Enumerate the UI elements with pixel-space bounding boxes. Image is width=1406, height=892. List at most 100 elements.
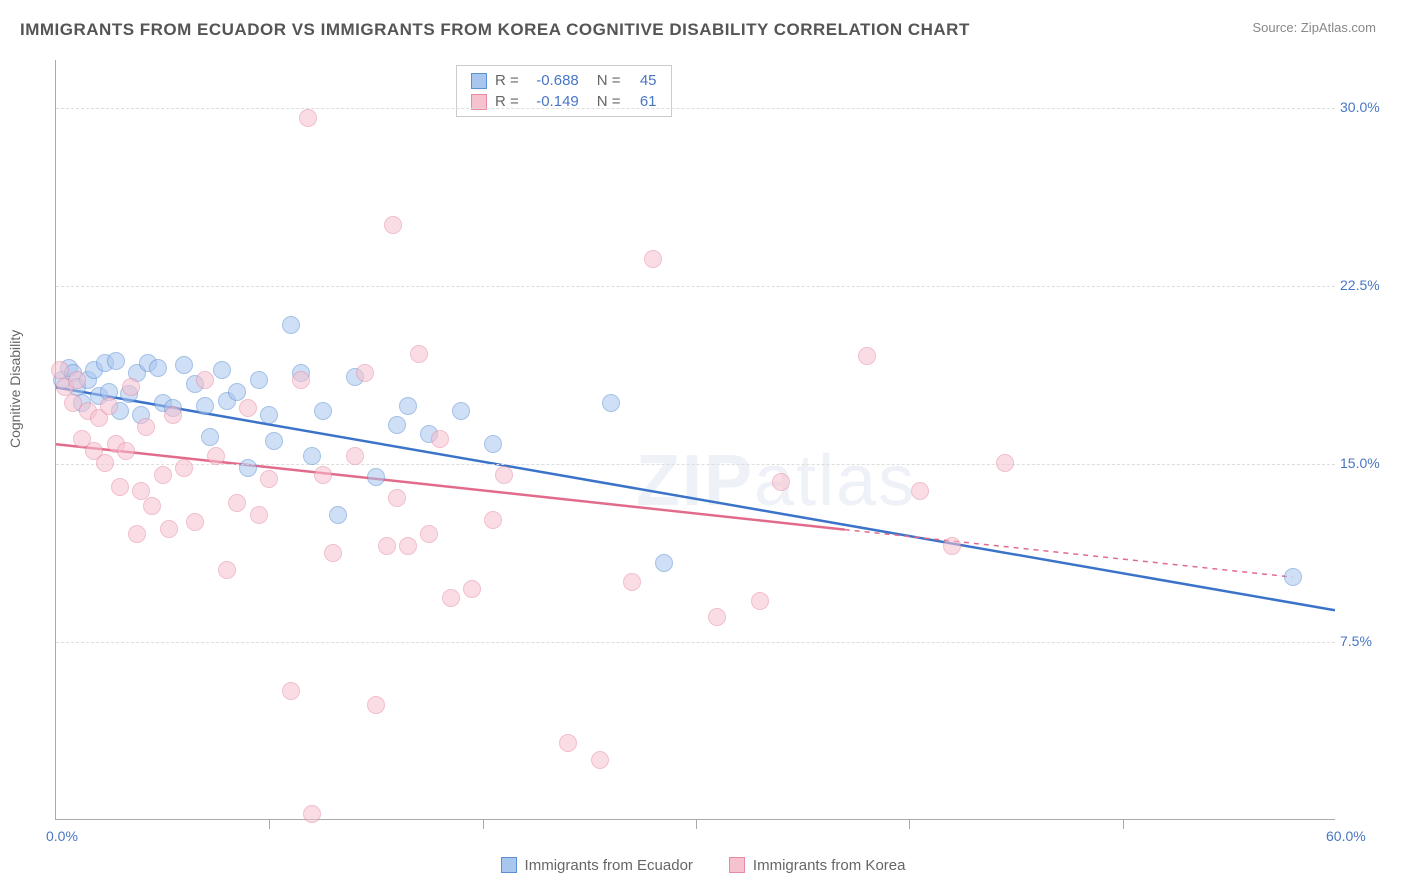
scatter-point — [911, 482, 929, 500]
y-tick-label: 15.0% — [1340, 455, 1395, 471]
legend-n-label: N = — [597, 72, 621, 89]
scatter-point — [239, 399, 257, 417]
source-attribution: Source: ZipAtlas.com — [1252, 20, 1376, 35]
legend-bottom: Immigrants from Ecuador Immigrants from K… — [0, 857, 1406, 878]
scatter-point — [196, 371, 214, 389]
scatter-point — [260, 470, 278, 488]
scatter-point — [164, 406, 182, 424]
y-tick-label: 22.5% — [1340, 277, 1395, 293]
scatter-point — [655, 554, 673, 572]
scatter-point — [772, 473, 790, 491]
legend-series-name: Immigrants from Ecuador — [525, 857, 693, 874]
legend-stat-row: R =-0.149N =61 — [471, 91, 657, 112]
scatter-point — [111, 478, 129, 496]
scatter-point — [329, 506, 347, 524]
scatter-point — [314, 402, 332, 420]
scatter-point — [463, 580, 481, 598]
y-axis-label: Cognitive Disability — [7, 330, 23, 448]
scatter-point — [250, 506, 268, 524]
scatter-point — [591, 751, 609, 769]
source-prefix: Source: — [1252, 20, 1300, 35]
scatter-point — [107, 352, 125, 370]
scatter-point — [282, 316, 300, 334]
scatter-point — [250, 371, 268, 389]
gridline — [56, 108, 1335, 109]
scatter-point — [751, 592, 769, 610]
scatter-point — [207, 447, 225, 465]
scatter-point — [367, 468, 385, 486]
scatter-point — [484, 511, 502, 529]
scatter-point — [314, 466, 332, 484]
legend-swatch — [471, 73, 487, 89]
scatter-point — [996, 454, 1014, 472]
scatter-point — [117, 442, 135, 460]
scatter-point — [51, 361, 69, 379]
scatter-point — [1284, 568, 1302, 586]
scatter-point — [602, 394, 620, 412]
scatter-point — [303, 447, 321, 465]
gridline — [56, 642, 1335, 643]
scatter-point — [137, 418, 155, 436]
legend-n-value: 45 — [629, 72, 657, 89]
chart-plot-area: ZIPatlas R =-0.688N =45R =-0.149N =61 7.… — [55, 60, 1335, 820]
legend-swatch — [501, 857, 517, 873]
scatter-point — [356, 364, 374, 382]
x-tick — [696, 819, 697, 829]
x-tick — [1123, 819, 1124, 829]
scatter-point — [228, 494, 246, 512]
source-name: ZipAtlas.com — [1301, 20, 1376, 35]
scatter-point — [367, 696, 385, 714]
scatter-point — [186, 513, 204, 531]
scatter-point — [175, 356, 193, 374]
scatter-point — [260, 406, 278, 424]
scatter-point — [324, 544, 342, 562]
scatter-point — [122, 378, 140, 396]
scatter-point — [265, 432, 283, 450]
scatter-point — [201, 428, 219, 446]
scatter-point — [644, 250, 662, 268]
scatter-point — [442, 589, 460, 607]
scatter-point — [388, 416, 406, 434]
x-tick-label: 0.0% — [46, 828, 78, 844]
trend-line-dashed — [845, 530, 1293, 577]
scatter-point — [239, 459, 257, 477]
scatter-point — [708, 608, 726, 626]
scatter-point — [149, 359, 167, 377]
legend-stats-box: R =-0.688N =45R =-0.149N =61 — [456, 65, 672, 117]
watermark-bold: ZIP — [636, 441, 754, 521]
scatter-point — [378, 537, 396, 555]
scatter-point — [943, 537, 961, 555]
legend-swatch — [729, 857, 745, 873]
scatter-point — [160, 520, 178, 538]
scatter-point — [559, 734, 577, 752]
legend-series-name: Immigrants from Korea — [753, 857, 906, 874]
legend-r-value: -0.688 — [527, 72, 579, 89]
x-tick — [269, 819, 270, 829]
y-tick-label: 30.0% — [1340, 99, 1395, 115]
scatter-point — [218, 561, 236, 579]
scatter-point — [452, 402, 470, 420]
legend-bottom-item: Immigrants from Ecuador — [501, 857, 693, 874]
scatter-point — [100, 397, 118, 415]
scatter-point — [96, 454, 114, 472]
legend-bottom-item: Immigrants from Korea — [729, 857, 906, 874]
scatter-point — [858, 347, 876, 365]
scatter-point — [384, 216, 402, 234]
scatter-point — [154, 466, 172, 484]
chart-title: IMMIGRANTS FROM ECUADOR VS IMMIGRANTS FR… — [20, 20, 970, 40]
scatter-point — [68, 371, 86, 389]
scatter-point — [495, 466, 513, 484]
scatter-point — [196, 397, 214, 415]
scatter-point — [399, 397, 417, 415]
y-tick-label: 7.5% — [1340, 633, 1395, 649]
scatter-point — [143, 497, 161, 515]
scatter-point — [484, 435, 502, 453]
scatter-point — [431, 430, 449, 448]
scatter-point — [399, 537, 417, 555]
scatter-point — [292, 371, 310, 389]
scatter-point — [623, 573, 641, 591]
scatter-point — [410, 345, 428, 363]
scatter-point — [282, 682, 300, 700]
scatter-point — [175, 459, 193, 477]
x-tick — [483, 819, 484, 829]
